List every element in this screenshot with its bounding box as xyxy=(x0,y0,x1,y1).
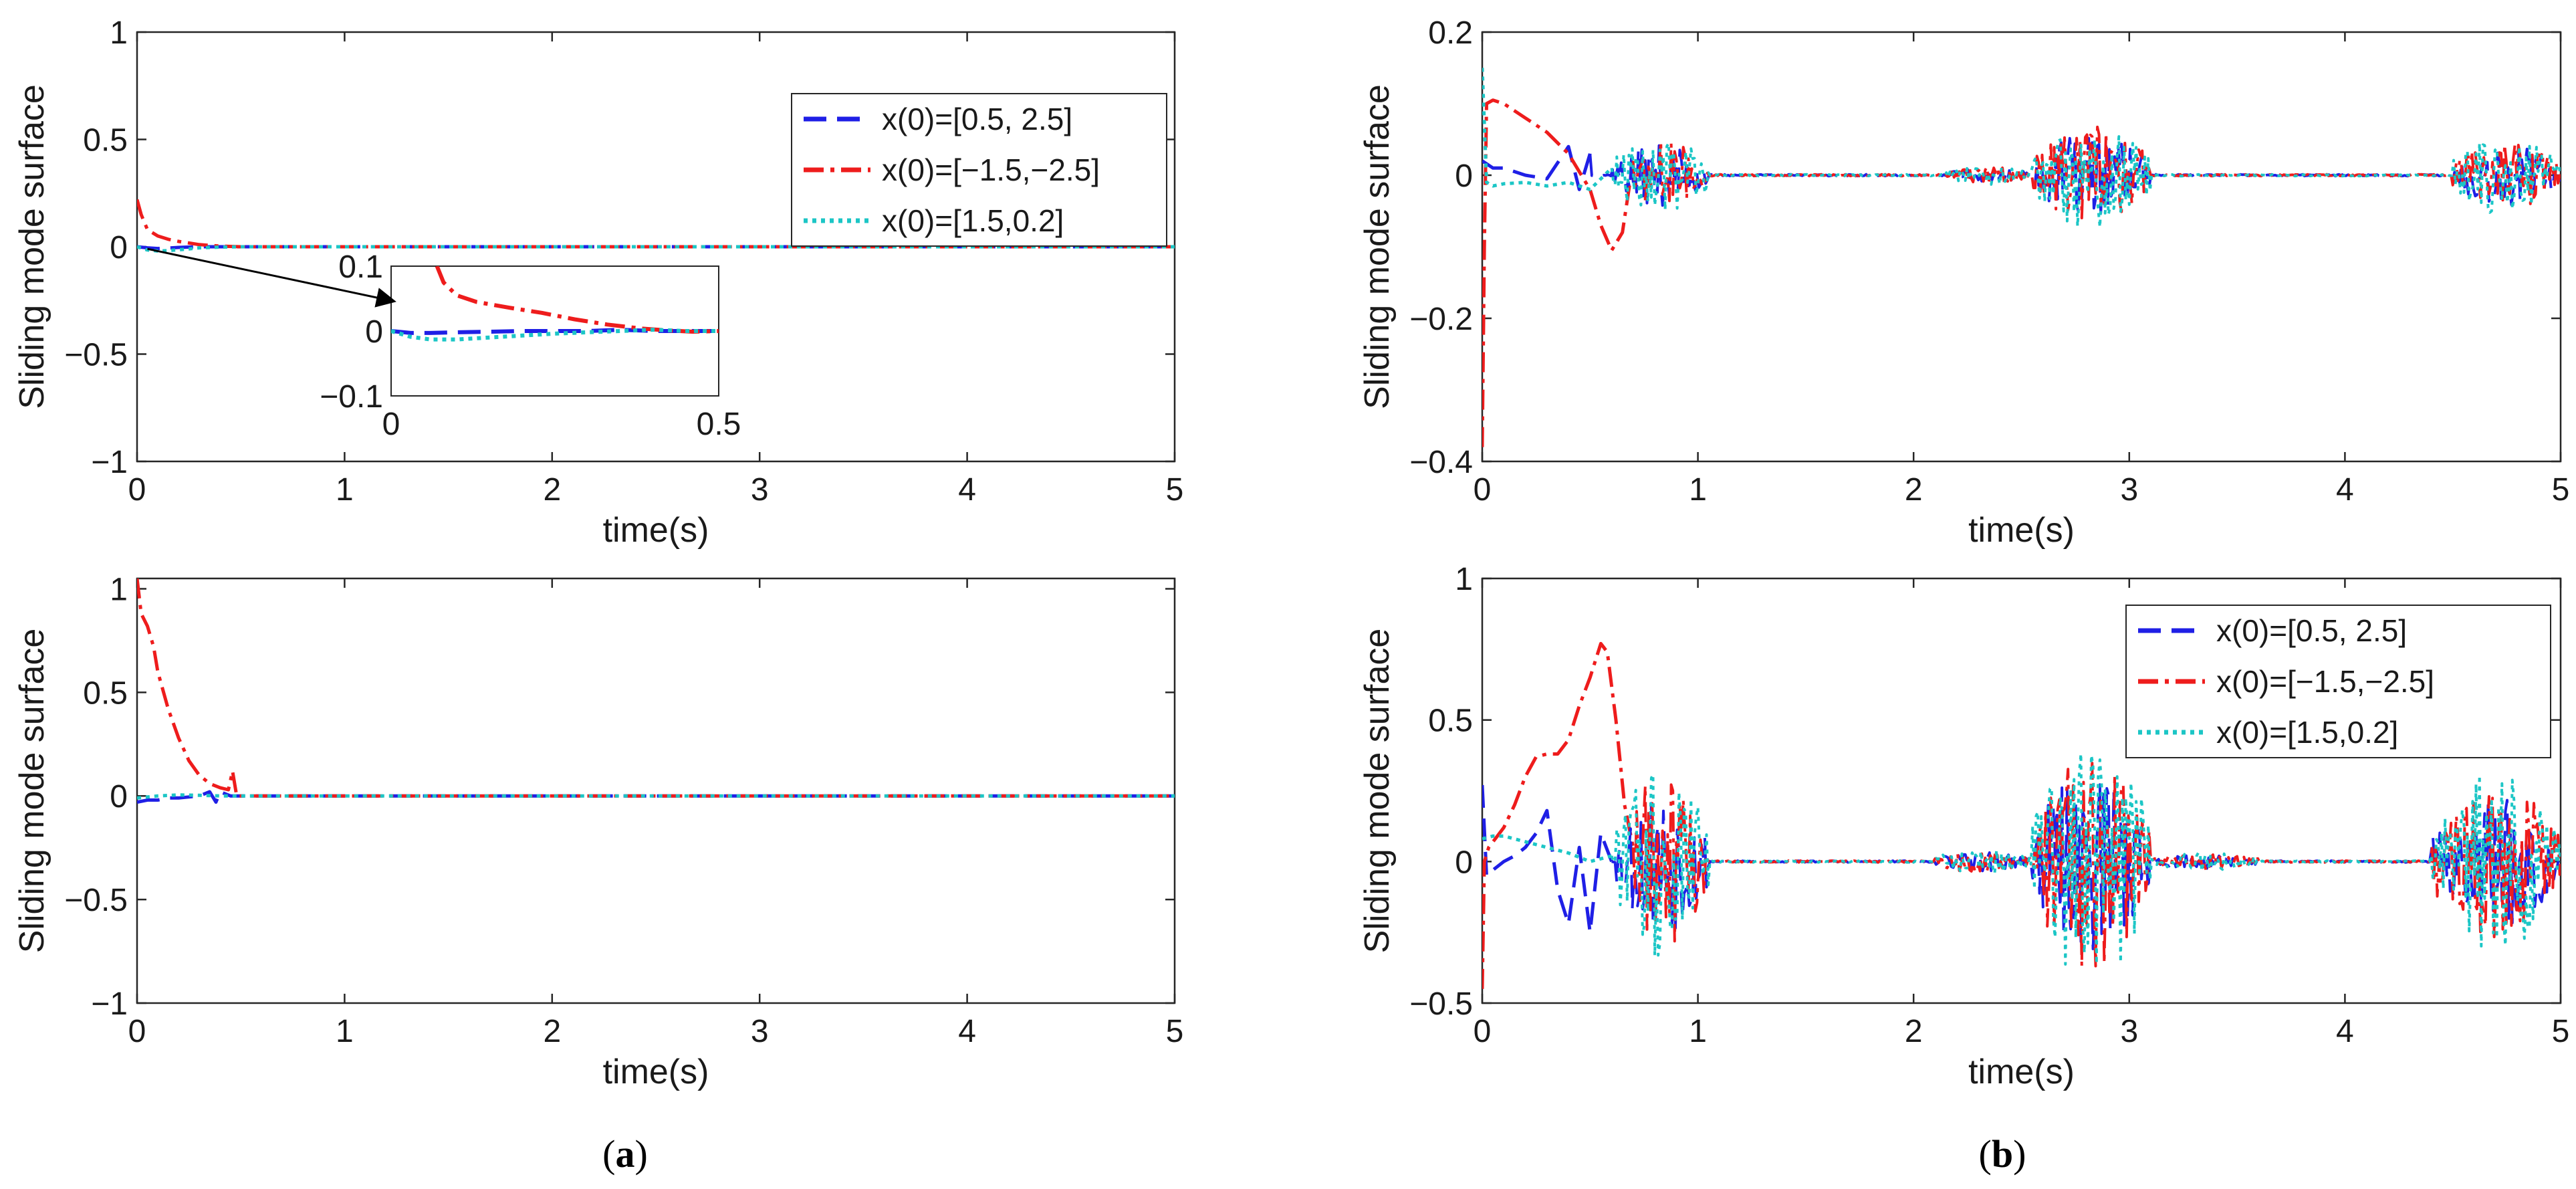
legend-label: x(0)=[−1.5,−2.5] xyxy=(2216,664,2434,699)
x-tick-label: 4 xyxy=(2336,472,2354,508)
y-tick-label: 1 xyxy=(1455,562,1473,597)
y-axis-label: Sliding mode surface xyxy=(13,629,51,954)
x-axis-label: time(s) xyxy=(1968,511,2075,550)
y-axis-label: Sliding mode surface xyxy=(1358,629,1397,954)
x-tick-label: 0 xyxy=(1474,472,1492,508)
x-tick-label: 1 xyxy=(336,1014,354,1049)
inset-line-cyan xyxy=(391,328,719,342)
series-line-red xyxy=(1482,641,1635,989)
y-tick-label: −0.5 xyxy=(64,338,128,373)
series-line-blue xyxy=(1482,784,1613,934)
series-line-red xyxy=(137,199,1175,249)
y-tick-label: 1 xyxy=(110,15,128,51)
x-tick-label: 0 xyxy=(128,472,146,508)
y-tick-label: 0.2 xyxy=(1428,15,1473,51)
y-tick-label: 0.5 xyxy=(83,123,128,158)
series-line-blue xyxy=(1482,144,1592,191)
x-tick-label: 1 xyxy=(336,472,354,508)
y-tick-label: 0 xyxy=(110,230,128,265)
x-tick-label: 3 xyxy=(751,472,769,508)
plot-area xyxy=(136,577,1176,1004)
inset-series xyxy=(391,266,719,342)
x-axis-label: time(s) xyxy=(603,511,709,550)
y-tick-label: 0 xyxy=(1455,158,1473,194)
x-tick-label: 0 xyxy=(128,1014,146,1049)
y-tick-label: 0 xyxy=(110,779,128,815)
legend-label: x(0)=[0.5, 2.5] xyxy=(2216,613,2407,648)
series-oscillation-red xyxy=(1631,125,2561,219)
x-tick-label: 3 xyxy=(751,1014,769,1049)
zoom-arrow xyxy=(147,247,396,308)
caption-a: (a) xyxy=(602,1132,648,1176)
x-tick-label: 2 xyxy=(543,1014,561,1049)
chart-a-bottom: 0 1 2 3 4 5 −1 −0.5 0 0.5 1 time(s) Sliding mode sur… xyxy=(13,572,1183,1091)
series-line-cyan xyxy=(1482,834,1613,863)
x-tick-label: 3 xyxy=(2120,1014,2138,1049)
x-tick-label: 2 xyxy=(1905,1014,1923,1049)
inset-y-tick-label: 0 xyxy=(365,314,383,350)
legend-label: x(0)=[−1.5,−2.5] xyxy=(882,152,1100,187)
y-tick-label: −1 xyxy=(91,445,128,480)
inset-x-tick-label: 0.5 xyxy=(697,407,741,442)
inset-x-tick-label: 0 xyxy=(382,407,400,442)
inset-y-tick-label: −0.1 xyxy=(320,379,383,415)
y-tick-label: −0.4 xyxy=(1409,445,1473,480)
y-tick-label: 1 xyxy=(110,572,128,607)
y-tick-label: −0.5 xyxy=(1409,986,1473,1022)
x-tick-label: 2 xyxy=(1905,472,1923,508)
y-tick-label: 0 xyxy=(1455,845,1473,880)
x-tick-label: 4 xyxy=(958,1014,976,1049)
plot-area xyxy=(1481,31,2562,463)
series-group xyxy=(137,578,1175,804)
x-tick-label: 2 xyxy=(543,472,561,508)
x-tick-label: 4 xyxy=(2336,1014,2354,1049)
legend-label: x(0)=[1.5,0.2] xyxy=(882,203,1064,238)
x-axis-label: time(s) xyxy=(603,1053,709,1091)
y-tick-label: 0.5 xyxy=(1428,704,1473,739)
x-tick-label: 5 xyxy=(1166,1014,1184,1049)
x-tick-label: 5 xyxy=(1166,472,1184,508)
y-axis-label: Sliding mode surface xyxy=(1358,84,1397,409)
x-tick-label: 1 xyxy=(1689,1014,1707,1049)
series-line-red xyxy=(137,578,1175,798)
series-oscillation-cyan xyxy=(1610,752,2561,966)
x-tick-label: 3 xyxy=(2120,472,2138,508)
series-line-cyan xyxy=(137,793,1175,800)
series-group xyxy=(1482,68,2561,447)
x-tick-label: 0 xyxy=(1474,1014,1492,1049)
y-tick-label: −0.5 xyxy=(64,883,128,918)
x-tick-label: 1 xyxy=(1689,472,1707,508)
y-tick-label: −0.2 xyxy=(1409,302,1473,337)
x-axis-label: time(s) xyxy=(1968,1053,2075,1091)
y-axis-label: Sliding mode surface xyxy=(13,84,51,409)
legend-label: x(0)=[1.5,0.2] xyxy=(2216,715,2398,750)
inset-y-tick-label: 0.1 xyxy=(338,249,383,285)
x-tick-label: 5 xyxy=(2552,472,2570,508)
y-tick-label: −1 xyxy=(91,986,128,1022)
series-line-blue xyxy=(137,790,1175,804)
x-tick-label: 4 xyxy=(958,472,976,508)
y-tick-label: 0.5 xyxy=(83,675,128,711)
series-line-red xyxy=(1482,98,1635,447)
series-group xyxy=(1482,641,2561,989)
x-tick-label: 5 xyxy=(2552,1014,2570,1049)
chart-b-top: 0 1 2 3 4 5 −0.4 −0.2 0 0.2 time(s) Sliding mode su… xyxy=(1358,15,2569,550)
legend-label: x(0)=[0.5, 2.5] xyxy=(882,102,1072,136)
series-line-cyan xyxy=(1482,68,1613,191)
caption-b: (b) xyxy=(1979,1132,2026,1176)
legend-box xyxy=(2125,605,2551,758)
